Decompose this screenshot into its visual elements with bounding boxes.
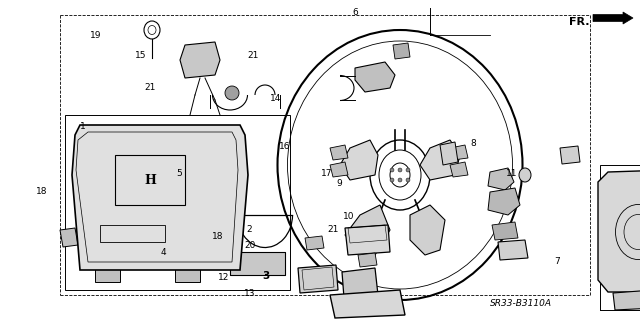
Text: 19: 19 bbox=[90, 31, 102, 40]
Polygon shape bbox=[175, 268, 200, 282]
Ellipse shape bbox=[406, 178, 410, 182]
Polygon shape bbox=[342, 268, 378, 298]
Polygon shape bbox=[330, 162, 348, 177]
Ellipse shape bbox=[398, 168, 402, 172]
Polygon shape bbox=[492, 222, 518, 240]
Polygon shape bbox=[440, 142, 458, 165]
Text: 8: 8 bbox=[471, 139, 476, 148]
Polygon shape bbox=[345, 225, 390, 255]
Polygon shape bbox=[498, 240, 528, 260]
Polygon shape bbox=[488, 188, 520, 215]
Polygon shape bbox=[598, 170, 640, 292]
Text: 7: 7 bbox=[554, 257, 559, 266]
Bar bbox=[600, 165, 640, 310]
Polygon shape bbox=[355, 62, 395, 92]
Text: 1: 1 bbox=[81, 122, 86, 130]
Text: 3: 3 bbox=[262, 271, 269, 281]
Polygon shape bbox=[95, 268, 120, 282]
Text: FR.: FR. bbox=[570, 17, 590, 27]
Polygon shape bbox=[560, 146, 580, 164]
Polygon shape bbox=[450, 162, 468, 177]
Polygon shape bbox=[60, 228, 78, 247]
Polygon shape bbox=[613, 290, 640, 310]
Polygon shape bbox=[358, 253, 377, 267]
Text: 9: 9 bbox=[337, 179, 342, 188]
FancyArrow shape bbox=[593, 12, 633, 24]
Polygon shape bbox=[72, 125, 248, 270]
Polygon shape bbox=[180, 42, 220, 78]
Text: 21: 21 bbox=[327, 225, 339, 234]
Ellipse shape bbox=[390, 178, 394, 182]
Text: 15: 15 bbox=[135, 51, 147, 60]
Polygon shape bbox=[230, 252, 285, 275]
Polygon shape bbox=[298, 265, 338, 293]
Ellipse shape bbox=[519, 168, 531, 182]
Polygon shape bbox=[393, 43, 410, 59]
Text: 14: 14 bbox=[269, 94, 281, 103]
Text: 4: 4 bbox=[161, 248, 166, 256]
Polygon shape bbox=[305, 236, 324, 250]
Ellipse shape bbox=[406, 168, 410, 172]
Text: 11: 11 bbox=[506, 169, 518, 178]
Text: 10: 10 bbox=[343, 212, 355, 221]
Polygon shape bbox=[488, 168, 514, 190]
Text: 17: 17 bbox=[321, 169, 332, 178]
Text: 12: 12 bbox=[218, 273, 230, 282]
Polygon shape bbox=[345, 205, 390, 255]
Polygon shape bbox=[410, 205, 445, 255]
Text: 20: 20 bbox=[244, 241, 255, 250]
Text: 21: 21 bbox=[145, 83, 156, 92]
Bar bbox=[65, 115, 290, 290]
Polygon shape bbox=[330, 290, 405, 318]
Text: H: H bbox=[144, 174, 156, 187]
Polygon shape bbox=[330, 145, 348, 160]
Text: 6: 6 bbox=[353, 8, 358, 17]
Ellipse shape bbox=[398, 178, 402, 182]
Text: 18: 18 bbox=[36, 187, 47, 196]
Text: 5: 5 bbox=[177, 169, 182, 178]
Text: SR33-B3110A: SR33-B3110A bbox=[490, 299, 552, 308]
Text: 18: 18 bbox=[212, 232, 223, 241]
Ellipse shape bbox=[225, 86, 239, 100]
Text: 2: 2 bbox=[247, 225, 252, 234]
Polygon shape bbox=[340, 140, 378, 180]
Polygon shape bbox=[420, 140, 460, 180]
Text: 16: 16 bbox=[279, 142, 291, 151]
Ellipse shape bbox=[390, 168, 394, 172]
Text: 21: 21 bbox=[247, 51, 259, 60]
Polygon shape bbox=[450, 145, 468, 160]
Text: 13: 13 bbox=[244, 289, 255, 298]
